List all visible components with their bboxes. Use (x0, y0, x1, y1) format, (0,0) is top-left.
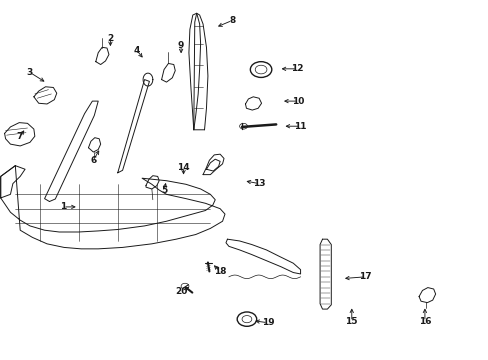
Text: 11: 11 (294, 122, 306, 131)
Text: 2: 2 (107, 34, 113, 43)
Text: 1: 1 (60, 202, 66, 211)
Text: 8: 8 (229, 16, 235, 25)
Text: 12: 12 (290, 64, 303, 73)
Text: 10: 10 (291, 96, 304, 105)
Text: 16: 16 (418, 317, 430, 326)
Text: 20: 20 (175, 287, 187, 296)
Text: 4: 4 (134, 46, 140, 55)
Text: 17: 17 (358, 272, 371, 281)
Text: 3: 3 (27, 68, 33, 77)
Text: 6: 6 (90, 156, 96, 165)
Text: 9: 9 (178, 41, 184, 50)
Text: 7: 7 (16, 132, 22, 141)
Text: 15: 15 (345, 317, 357, 326)
Text: 5: 5 (161, 186, 167, 195)
Text: 19: 19 (261, 318, 274, 327)
Text: 13: 13 (252, 179, 265, 188)
Text: 18: 18 (213, 267, 226, 276)
Text: 14: 14 (177, 163, 189, 172)
